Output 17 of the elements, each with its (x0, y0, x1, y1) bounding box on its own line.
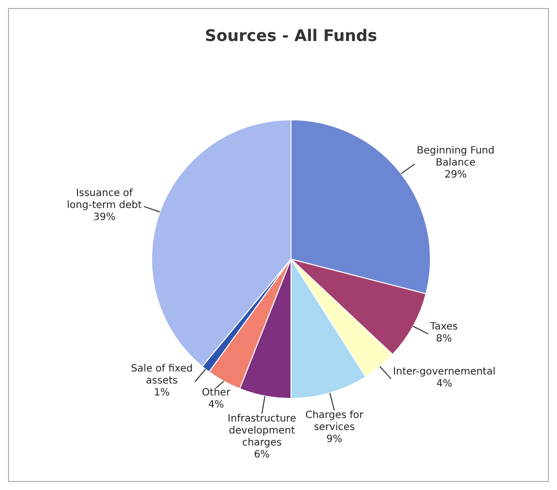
slice-label: Inter-governemental (393, 366, 496, 378)
data-label: 8% (436, 334, 452, 345)
slice-label: Charges for services (305, 410, 364, 433)
slice-label: Beginning Fund Balance (416, 145, 494, 168)
data-label: 1% (154, 387, 170, 398)
slice-label: Issuance of long-term debt (66, 188, 142, 212)
slice-label: Infrastructure development charges (228, 413, 296, 448)
data-label: 39% (93, 212, 116, 224)
data-label: 29% (444, 169, 467, 180)
slice-label: Taxes (429, 322, 458, 333)
slice-label: Sale of fixed assets (130, 363, 193, 386)
slice-label: Other (202, 387, 232, 398)
data-label: 4% (208, 399, 224, 410)
data-label: 6% (254, 449, 270, 460)
data-label: 4% (436, 378, 452, 390)
chart-title: Sources - All Funds (204, 26, 378, 45)
data-label: 9% (326, 434, 342, 445)
